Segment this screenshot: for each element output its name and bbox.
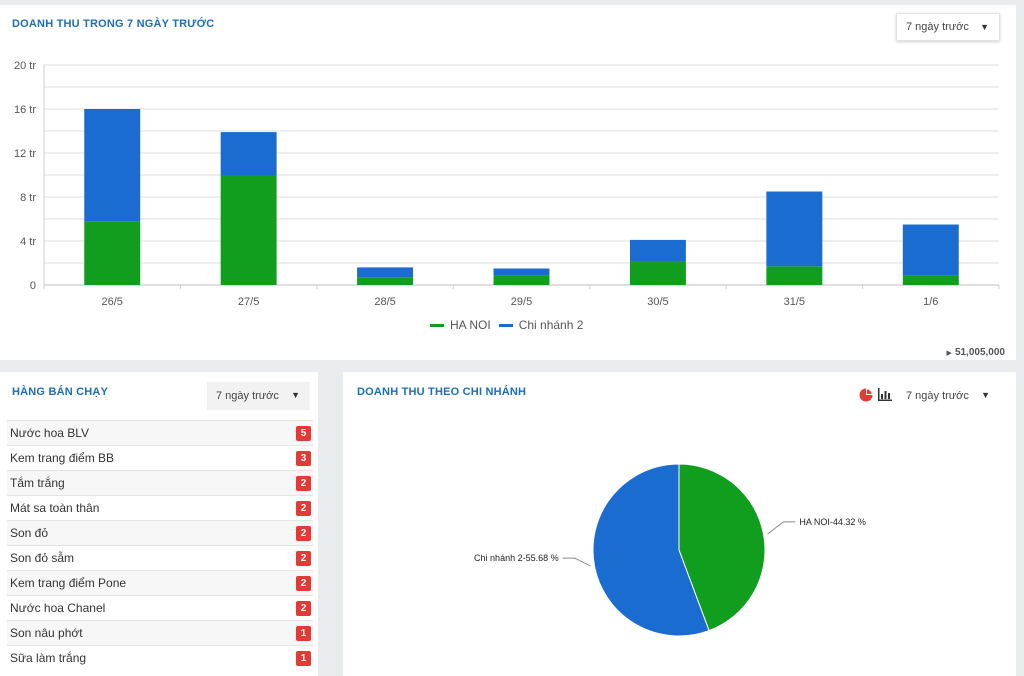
count-badge: 1 <box>296 625 311 641</box>
list-item[interactable]: Tắm trắng 2 <box>7 470 313 495</box>
count-badge: 2 <box>296 550 311 566</box>
pie-leader-line <box>562 557 591 567</box>
pie-label-hanoi: HA NOI-44.32 % <box>799 517 866 527</box>
product-name: Kem trang điểm Pone <box>10 576 127 590</box>
bar-chi-nhanh-2[interactable] <box>629 239 686 262</box>
revenue-total-value: 51,005,000 <box>954 347 1005 358</box>
y-tick-label: 0 <box>30 280 36 292</box>
count-badge: 2 <box>296 600 311 616</box>
product-name: Son nâu phớt <box>10 626 83 640</box>
legend-label-hanoi: HA NOI <box>450 318 491 332</box>
y-tick-label: 8 tr <box>20 192 36 204</box>
revenue-range-dropdown[interactable]: 7 ngày trước ▼ <box>896 13 1000 41</box>
list-item[interactable]: Son nâu phớt 1 <box>7 620 313 645</box>
caret-down-icon: ▼ <box>981 390 990 400</box>
x-tick-label: 30/5 <box>647 296 668 308</box>
revenue-range-label: 7 ngày trước <box>906 21 969 33</box>
list-item[interactable]: Sữa làm trắng 1 <box>7 645 313 670</box>
y-tick-label: 20 tr <box>14 60 36 72</box>
bar-chi-nhanh-2[interactable] <box>902 224 959 276</box>
x-tick-label: 29/5 <box>511 296 532 308</box>
bar-chi-nhanh-2[interactable] <box>357 267 414 278</box>
count-badge: 2 <box>296 525 311 541</box>
revenue-bar-chart: 0 4 tr 8 tr 12 tr 16 tr 20 tr 26/5 27/5 28/5 29/5… <box>14 60 1000 308</box>
count-badge: 5 <box>296 425 311 441</box>
revenue-panel: DOANH THU TRONG 7 NGÀY TRƯỚC 7 ngày trướ… <box>0 5 1016 360</box>
legend-item-branch2[interactable]: Chi nhánh 2 <box>498 318 584 332</box>
product-name: Nước hoa Chanel <box>10 601 106 615</box>
bestseller-panel-title: HÀNG BÁN CHẠY <box>12 386 109 398</box>
branch-range-label: 7 ngày trước <box>906 390 969 402</box>
bar-hanoi[interactable] <box>629 261 686 285</box>
bestseller-list: Nước hoa BLV 5 Kem trang điểm BB 3 Tắm trắ… <box>7 420 313 670</box>
list-item[interactable]: Son đỏ sẫm 2 <box>7 545 313 570</box>
legend-swatch-branch2 <box>498 323 513 327</box>
legend-label-branch2: Chi nhánh 2 <box>518 318 584 332</box>
bar-hanoi[interactable] <box>902 275 959 285</box>
bar-hanoi[interactable] <box>766 266 823 285</box>
list-item[interactable]: Nước hoa BLV 5 <box>7 420 313 445</box>
list-item[interactable]: Son đỏ 2 <box>7 520 313 545</box>
count-badge: 2 <box>296 475 311 491</box>
legend-item-hanoi[interactable]: HA NOI <box>430 318 491 332</box>
x-tick-label: 31/5 <box>784 296 805 308</box>
product-name: Sữa làm trắng <box>10 651 87 665</box>
x-tick-label: 28/5 <box>374 296 395 308</box>
product-name: Son đỏ <box>10 526 49 540</box>
y-tick-label: 12 tr <box>14 148 36 160</box>
count-badge: 2 <box>296 575 311 591</box>
revenue-panel-title: DOANH THU TRONG 7 NGÀY TRƯỚC <box>12 18 215 30</box>
bar-chi-nhanh-2[interactable] <box>766 191 823 267</box>
caret-down-icon: ▼ <box>980 22 989 32</box>
bar-hanoi[interactable] <box>220 175 277 285</box>
count-badge: 2 <box>296 500 311 516</box>
bar-chi-nhanh-2[interactable] <box>84 109 141 222</box>
pie-slice-chi-nhanh-2[interactable] <box>592 463 710 637</box>
bar-hanoi[interactable] <box>493 275 550 285</box>
bar-chi-nhanh-2[interactable] <box>220 132 277 175</box>
product-name: Mát sa toàn thân <box>10 501 100 515</box>
chart-legend: HA NOI Chi nhánh 2 <box>430 318 583 332</box>
bar-chi-nhanh-2[interactable] <box>493 268 550 276</box>
legend-swatch-hanoi <box>430 323 444 327</box>
bestseller-range-dropdown[interactable]: 7 ngày trước ▼ <box>207 382 310 410</box>
list-item[interactable]: Mát sa toàn thân 2 <box>7 495 313 520</box>
y-tick-label: 16 tr <box>14 104 36 116</box>
x-tick-label: 27/5 <box>238 296 259 308</box>
pie-leader-line <box>767 521 796 535</box>
bar-chart-icon[interactable] <box>877 387 893 403</box>
revenue-total: ▶ 51,005,000 <box>947 347 1005 358</box>
product-name: Nước hoa BLV <box>10 426 90 440</box>
product-name: Tắm trắng <box>10 476 65 490</box>
list-item[interactable]: Nước hoa Chanel 2 <box>7 595 313 620</box>
branch-range-dropdown[interactable]: 7 ngày trước ▼ <box>897 382 1000 410</box>
branch-pie-chart: HA NOI-44.32 % Chi nhánh 2-55.68 % <box>474 463 866 637</box>
product-name: Kem trang điểm BB <box>10 451 115 465</box>
caret-down-icon: ▼ <box>291 390 300 400</box>
y-tick-label: 4 tr <box>20 236 36 248</box>
caret-right-icon: ▶ <box>946 350 952 357</box>
list-item[interactable]: Kem trang điểm BB 3 <box>7 445 313 470</box>
count-badge: 1 <box>296 650 311 666</box>
count-badge: 3 <box>296 450 311 466</box>
x-tick-label: 26/5 <box>102 296 123 308</box>
branch-panel-title: DOANH THU THEO CHI NHÁNH <box>357 386 527 398</box>
product-name: Son đỏ sẫm <box>10 551 75 565</box>
pie-slice-hanoi[interactable] <box>678 463 766 632</box>
bestseller-range-label: 7 ngày trước <box>216 390 279 402</box>
list-item[interactable]: Kem trang điểm Pone 2 <box>7 570 313 595</box>
pie-label-chi-nhanh-2: Chi nhánh 2-55.68 % <box>474 553 559 563</box>
pie-chart-icon[interactable] <box>858 387 874 403</box>
bar-hanoi[interactable] <box>84 221 141 285</box>
bar-hanoi[interactable] <box>357 277 414 285</box>
x-tick-label: 1/6 <box>923 296 938 308</box>
